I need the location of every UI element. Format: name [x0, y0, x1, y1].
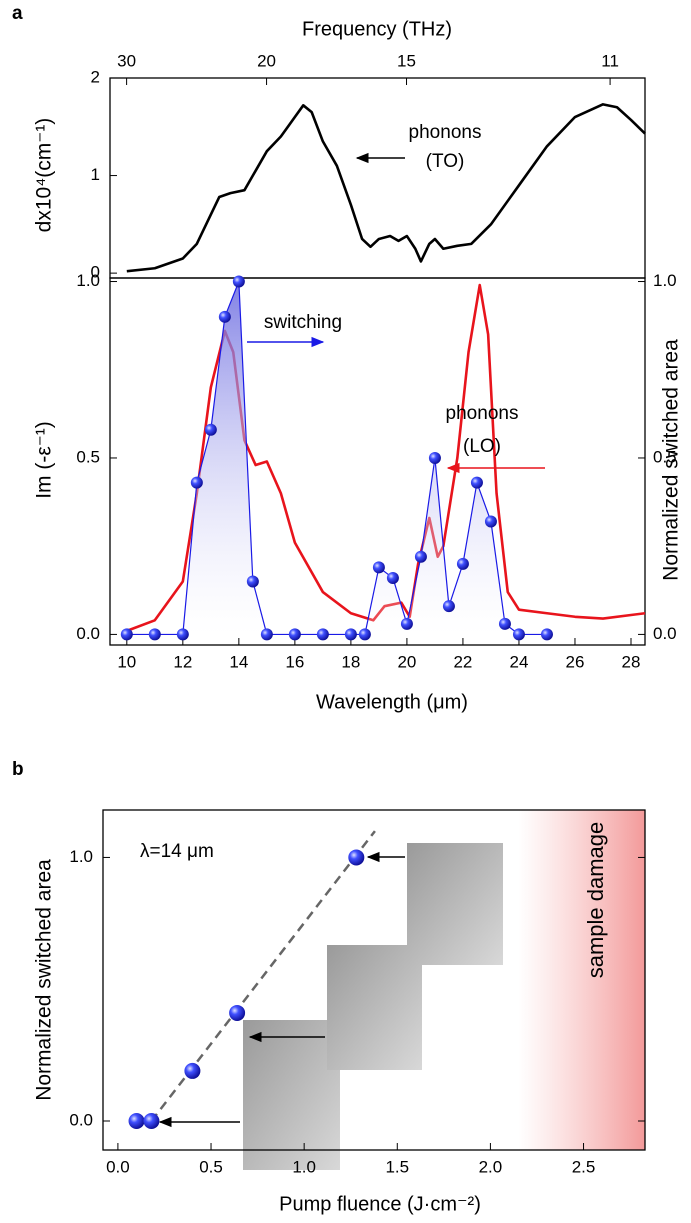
x2-tick-label: 30: [117, 51, 136, 70]
data-point: [143, 1113, 160, 1130]
x2-tick-label: 20: [257, 51, 276, 70]
y-tick-label: 0.5: [76, 447, 100, 466]
data-point: [372, 561, 385, 574]
panel-label: a: [12, 3, 23, 24]
data-point: [204, 423, 217, 436]
data-point: [358, 628, 371, 641]
data-point: [184, 1062, 201, 1079]
y-tick-label: 2: [91, 67, 100, 86]
data-point: [414, 550, 427, 563]
inset-image: [407, 843, 503, 965]
data-point: [456, 557, 469, 570]
y-tick-label: 1: [91, 165, 100, 184]
x-axis-label: Wavelength (μm): [316, 691, 468, 713]
plot-frame: [102, 809, 646, 1151]
y-tick-label: 0: [91, 263, 100, 282]
annotation: phonons: [409, 122, 482, 143]
shaded-region: [518, 810, 645, 1150]
x-axis-label: Pump fluence (J·cm⁻²): [279, 1193, 481, 1215]
x2-tick-label: 11: [601, 51, 619, 70]
data-point: [540, 628, 553, 641]
data-point: [400, 617, 413, 630]
x-tick-label: 16: [285, 652, 304, 671]
x-tick-label: 26: [566, 652, 585, 671]
y-tick-label: 0.0: [69, 1110, 93, 1129]
data-point: [218, 310, 231, 323]
data-point: [348, 849, 365, 866]
x-tick-label: 1.0: [292, 1157, 316, 1176]
x-tick-label: 12: [173, 652, 192, 671]
y-axis-label: Normalized switched area: [33, 859, 56, 1101]
x2-axis-label: Frequency (THz): [302, 18, 452, 40]
inset-image: [243, 1020, 340, 1170]
y2-tick-label: 0.0: [653, 624, 677, 643]
x-tick-label: 2.0: [479, 1157, 503, 1176]
data-point: [386, 571, 399, 584]
data-point: [120, 628, 133, 641]
plot-frame: [109, 277, 646, 646]
x-tick-label: 22: [453, 652, 472, 671]
inset-image: [327, 945, 422, 1070]
y-tick-label: 0.0: [76, 624, 100, 643]
x-tick-label: 2.5: [572, 1157, 596, 1176]
data-point: [344, 628, 357, 641]
annotation: λ=14 μm: [140, 841, 214, 862]
data-point: [512, 628, 525, 641]
x-tick-label: 0.0: [106, 1157, 130, 1176]
data-point: [442, 600, 455, 613]
y2-axis-label: Normalized switched area: [660, 339, 683, 581]
y-axis-label: dx10⁴(cm⁻¹): [33, 118, 56, 233]
data-point: [229, 1004, 246, 1021]
x2-tick-label: 15: [397, 51, 416, 70]
x-tick-label: 18: [341, 652, 360, 671]
data-point: [190, 476, 203, 489]
switching-area: [126, 281, 547, 635]
annotation: switching: [264, 312, 342, 333]
series-line: [126, 103, 646, 273]
data-point: [260, 628, 273, 641]
y-axis-label: Im (-ε⁻¹): [33, 421, 56, 499]
data-point: [316, 628, 329, 641]
x-tick-label: 20: [397, 652, 416, 671]
data-point: [128, 1113, 145, 1130]
x-tick-label: 1.5: [385, 1157, 409, 1176]
x-tick-label: 24: [509, 652, 528, 671]
y2-tick-label: 0.5: [653, 447, 677, 466]
annotation: (LO): [463, 436, 501, 457]
annotation: phonons: [446, 403, 519, 424]
y2-tick-label: 1.0: [653, 271, 677, 290]
data-point: [246, 575, 259, 588]
plot-frame: [109, 77, 646, 279]
data-point: [288, 628, 301, 641]
x-tick-label: 10: [117, 652, 136, 671]
x-tick-label: 28: [622, 652, 641, 671]
data-point: [470, 476, 483, 489]
data-point: [176, 628, 189, 641]
annotation: sample damage: [583, 822, 608, 979]
data-point: [498, 617, 511, 630]
y-tick-label: 1.0: [69, 847, 93, 866]
data-point: [148, 628, 161, 641]
data-point: [428, 451, 441, 464]
panel-label: b: [12, 759, 24, 780]
data-point: [232, 275, 245, 288]
annotation: (TO): [426, 151, 465, 172]
x-tick-label: 0.5: [199, 1157, 223, 1176]
data-point: [484, 515, 497, 528]
y-tick-label: 1.0: [76, 271, 100, 290]
x-tick-label: 14: [229, 652, 248, 671]
